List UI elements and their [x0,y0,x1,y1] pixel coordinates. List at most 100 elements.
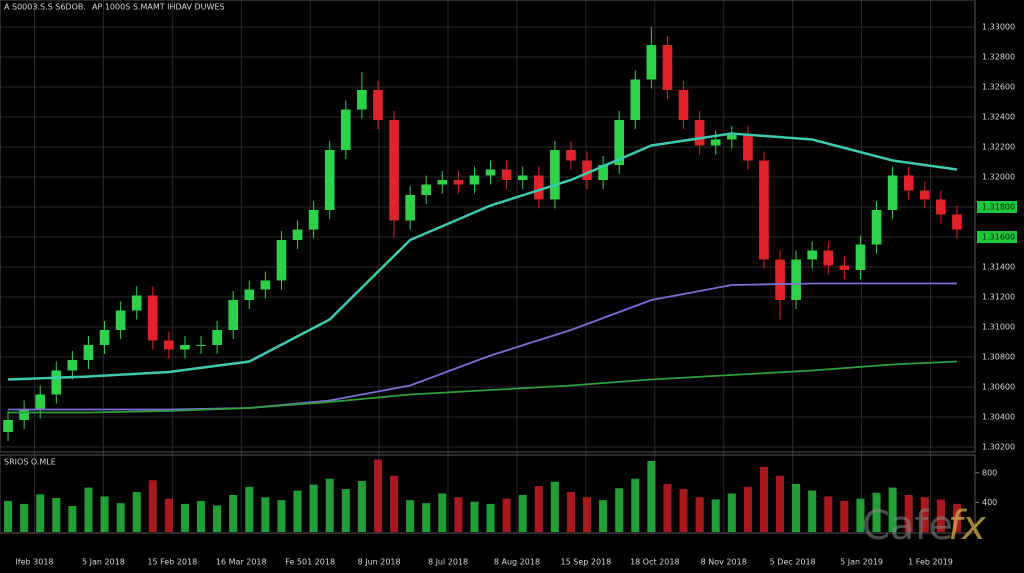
x-tick-label: 5 Dec 2018 [770,558,816,567]
volume-bar [245,486,254,532]
volume-bar [341,489,350,532]
x-tick-label: 8 Jul 2018 [428,558,468,567]
volume-bar [4,500,13,532]
candle-body [340,109,351,150]
volume-bar [840,500,849,532]
candle-body [871,210,882,245]
x-tick-label: 16 Mar 2018 [216,558,267,567]
volume-bar [776,475,785,532]
candle-body [855,244,866,270]
candle-body [936,199,946,215]
y-tick-label: 1.30400 [982,413,1015,422]
y-tick-label: 1.33000 [982,23,1015,32]
y-tick-label: 1.32400 [982,113,1015,122]
candle-body [228,300,239,330]
candle-body [260,280,271,290]
y-tick-label: 1.32200 [982,143,1015,152]
candle-body [646,45,657,80]
watermark-accent: fx [948,503,986,549]
volume-bar [277,500,286,532]
title: A S0003.S.S S6DOB. [4,3,86,12]
candle-body [726,135,737,140]
x-tick-label: 8 Aug 2018 [494,558,540,567]
volume-bar [454,497,463,532]
volume-bar [952,503,961,532]
volume-bar [566,492,575,532]
candle-body [533,175,544,200]
volume-bar [663,483,672,532]
x-tick-label: 1 Feb 2019 [908,558,953,567]
candle-body [308,210,319,230]
volume-bar [325,478,334,532]
volume-bar [68,506,77,532]
volume-bar [615,488,624,532]
candle-body [759,160,769,260]
candle-body [807,250,818,260]
candle-body [823,250,834,266]
volume-bar [357,480,366,532]
x-tick-label: 15 Sep 2018 [561,558,612,567]
volume-bar [695,497,704,532]
candle-body [405,195,415,221]
volume-bar [824,496,833,532]
candle-body [19,409,29,420]
y-tick-label: 1.32000 [982,173,1015,182]
moving-average [7,132,958,381]
volume-bar [518,495,527,532]
x-tick-label: 8 Nov 2018 [701,558,747,567]
candle-body [292,229,303,240]
subtitle: AP 1000S S.MAMT IHDAV DUWES [92,3,225,12]
volume-tick-label: 800 [982,468,997,477]
candle-body [99,330,110,345]
candle-body [501,169,512,180]
y-tick-label: 1.31000 [982,323,1015,332]
candle-body [357,90,367,110]
volume-bar [52,497,61,532]
volume-bar [808,490,817,532]
candle-body [147,295,158,341]
y-tick-label: 1.30200 [982,443,1015,452]
price-highlight [977,201,1017,213]
y-tick-label: 1.31600 [982,233,1015,242]
volume-bar [647,460,656,532]
volume-bar [36,494,45,532]
volume-bar [180,503,189,532]
y-tick-label: 1.31400 [982,263,1015,272]
candle-body [614,120,625,165]
candle-body [550,150,560,200]
candle-body [598,165,608,180]
volume-bar [759,466,768,532]
volume-bar [132,492,141,532]
volume-bar [470,501,479,532]
volume-bar [116,503,125,532]
volume-bar [486,503,495,532]
candle-body [887,175,898,210]
candle-body [743,135,753,161]
candle-body [51,370,62,395]
x-tick-label: Ifeb 3018 [15,558,53,567]
volume-bar [390,475,399,532]
x-tick-label: 18 Oct 2018 [630,558,679,567]
moving-average [8,282,957,411]
candle-body [469,175,480,185]
candle-body [952,214,962,230]
candle-body [373,90,383,120]
volume-bar [502,498,511,532]
candle-body [324,150,335,210]
volume-bar [406,500,415,532]
candle-body [582,160,592,180]
volume-bar [904,495,913,532]
price-pane [0,0,976,453]
candle-body [212,330,222,345]
x-tick-label: 15 Feb 2018 [147,558,197,567]
volume-bar [888,487,897,532]
y-tick-label: 1.30800 [982,353,1015,362]
moving-average [8,360,957,414]
x-tick-label: Fe 501 2018 [285,558,335,567]
candle-body [775,259,785,300]
candle-body [903,175,914,191]
candle-body [485,169,496,176]
candle-body [919,190,930,200]
